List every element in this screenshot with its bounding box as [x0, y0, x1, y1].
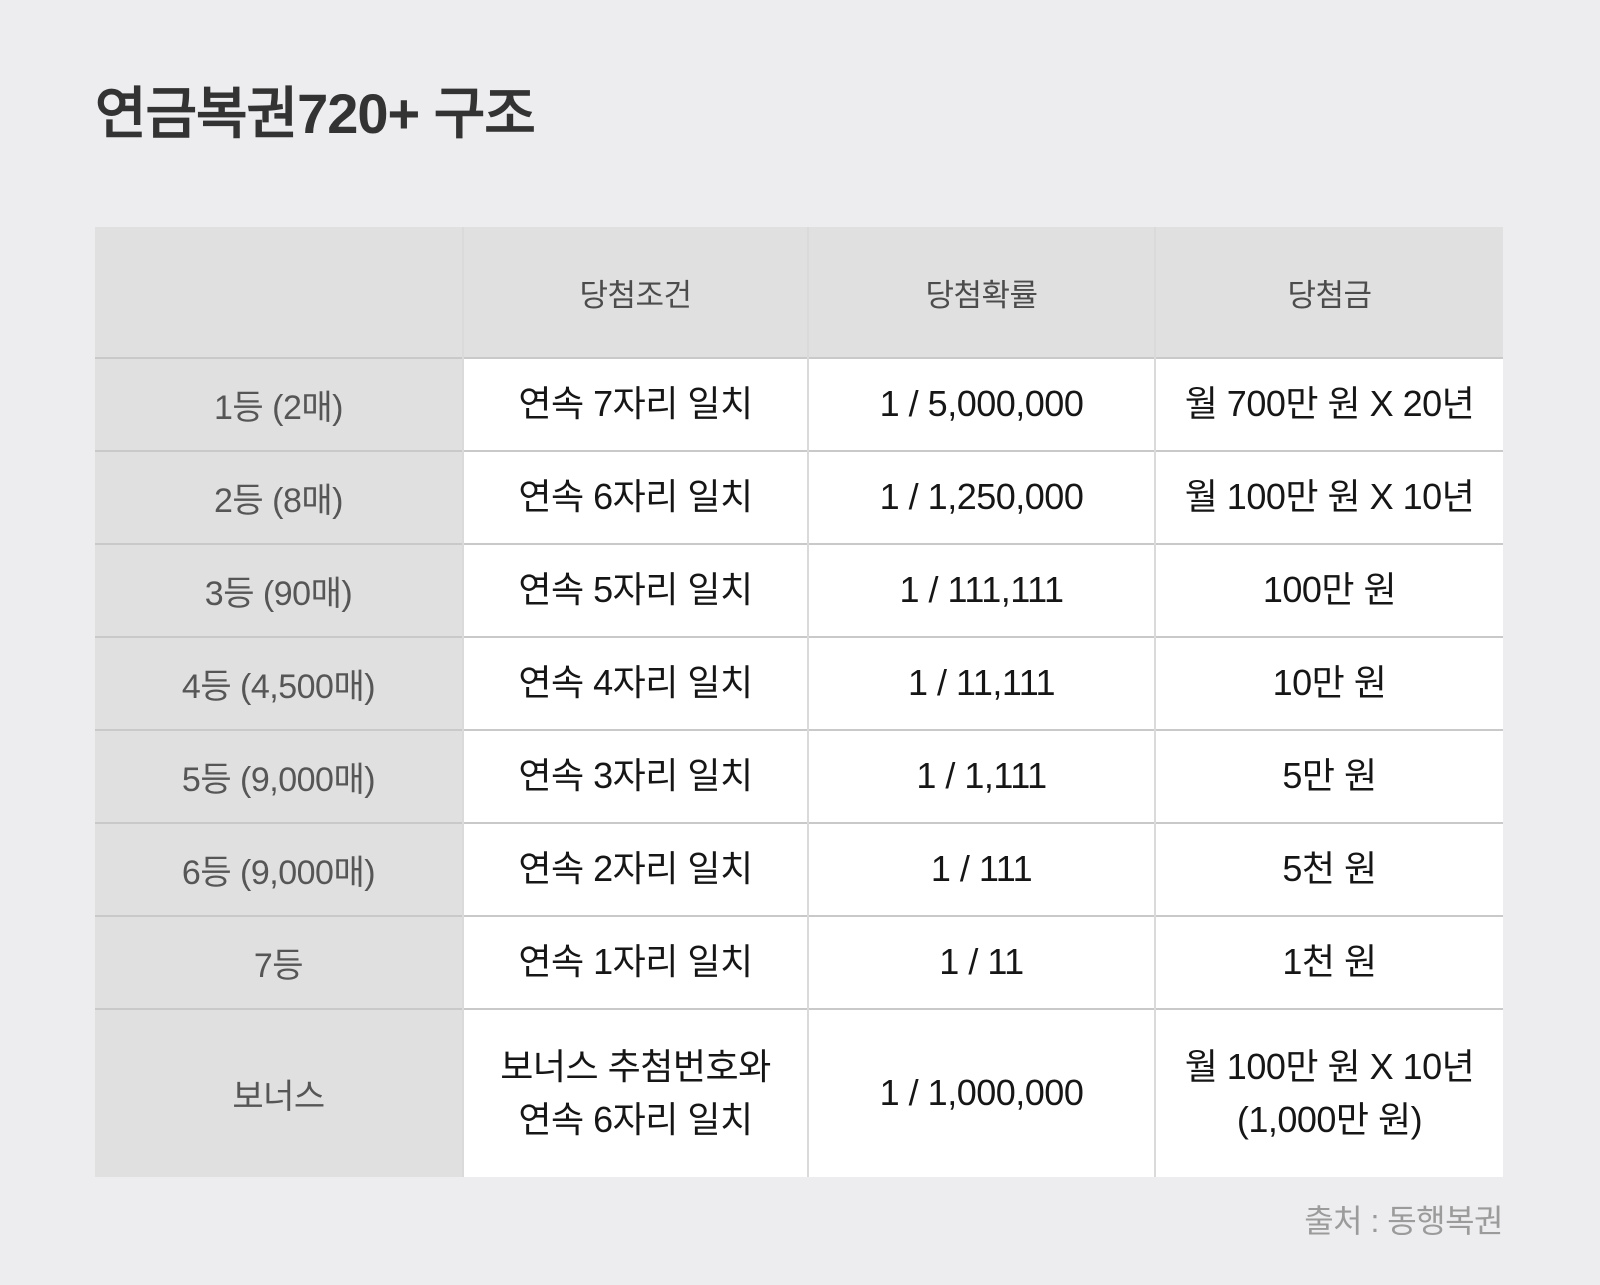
- prize-cell: 월 100만 원 X 10년: [1154, 450, 1503, 544]
- condition-cell: 연속 4자리 일치: [462, 636, 808, 730]
- probability-cell: 1 / 111: [807, 822, 1155, 916]
- prize-cell: 월 700만 원 X 20년: [1154, 357, 1503, 451]
- page-title: 연금복권720+ 구조: [95, 82, 536, 145]
- prize-cell: 100만 원: [1154, 543, 1503, 637]
- table-row-bonus: 보너스 보너스 추첨번호와 연속 6자리 일치 1 / 1,000,000 월 …: [95, 1008, 1503, 1177]
- table-header-row: 당첨조건 당첨확률 당첨금: [95, 227, 1503, 358]
- probability-cell: 1 / 11,111: [807, 636, 1155, 730]
- table-row-rank2: 2등 (8매) 연속 6자리 일치 1 / 1,250,000 월 100만 원…: [95, 450, 1503, 544]
- table-row-rank5: 5등 (9,000매) 연속 3자리 일치 1 / 1,111 5만 원: [95, 729, 1503, 823]
- probability-cell: 1 / 11: [807, 915, 1155, 1009]
- probability-cell: 1 / 5,000,000: [807, 357, 1155, 451]
- rank-cell: 4등 (4,500매): [95, 636, 463, 730]
- prize-cell: 10만 원: [1154, 636, 1503, 730]
- probability-cell: 1 / 1,111: [807, 729, 1155, 823]
- condition-cell: 연속 2자리 일치: [462, 822, 808, 916]
- prize-cell: 5천 원: [1154, 822, 1503, 916]
- probability-cell: 1 / 111,111: [807, 543, 1155, 637]
- condition-cell: 연속 7자리 일치: [462, 357, 808, 451]
- header-cell-condition: 당첨조건: [462, 227, 808, 358]
- prize-cell: 월 100만 원 X 10년 (1,000만 원): [1154, 1008, 1503, 1177]
- rank-cell: 3등 (90매): [95, 543, 463, 637]
- prize-cell: 1천 원: [1154, 915, 1503, 1009]
- rank-cell: 6등 (9,000매): [95, 822, 463, 916]
- condition-cell: 연속 3자리 일치: [462, 729, 808, 823]
- header-cell-prize: 당첨금: [1154, 227, 1503, 358]
- rank-cell: 2등 (8매): [95, 450, 463, 544]
- prize-cell: 5만 원: [1154, 729, 1503, 823]
- rank-cell: 7등: [95, 915, 463, 1009]
- table-row-rank3: 3등 (90매) 연속 5자리 일치 1 / 111,111 100만 원: [95, 543, 1503, 637]
- table-row-rank1: 1등 (2매) 연속 7자리 일치 1 / 5,000,000 월 700만 원…: [95, 357, 1503, 451]
- rank-cell: 1등 (2매): [95, 357, 463, 451]
- condition-cell: 연속 1자리 일치: [462, 915, 808, 1009]
- header-cell-probability: 당첨확률: [807, 227, 1155, 358]
- condition-cell: 보너스 추첨번호와 연속 6자리 일치: [462, 1008, 808, 1177]
- table-row-rank4: 4등 (4,500매) 연속 4자리 일치 1 / 11,111 10만 원: [95, 636, 1503, 730]
- rank-cell: 보너스: [95, 1008, 463, 1177]
- condition-cell: 연속 6자리 일치: [462, 450, 808, 544]
- table-row-rank7: 7등 연속 1자리 일치 1 / 11 1천 원: [95, 915, 1503, 1009]
- rank-cell: 5등 (9,000매): [95, 729, 463, 823]
- condition-cell: 연속 5자리 일치: [462, 543, 808, 637]
- prize-structure-table: 당첨조건 당첨확률 당첨금 1등 (2매) 연속 7자리 일치 1 / 5,00…: [95, 227, 1503, 1177]
- probability-cell: 1 / 1,000,000: [807, 1008, 1155, 1177]
- header-cell-blank: [95, 227, 463, 358]
- probability-cell: 1 / 1,250,000: [807, 450, 1155, 544]
- source-caption: 출처 : 동행복권: [1304, 1203, 1503, 1239]
- table-row-rank6: 6등 (9,000매) 연속 2자리 일치 1 / 111 5천 원: [95, 822, 1503, 916]
